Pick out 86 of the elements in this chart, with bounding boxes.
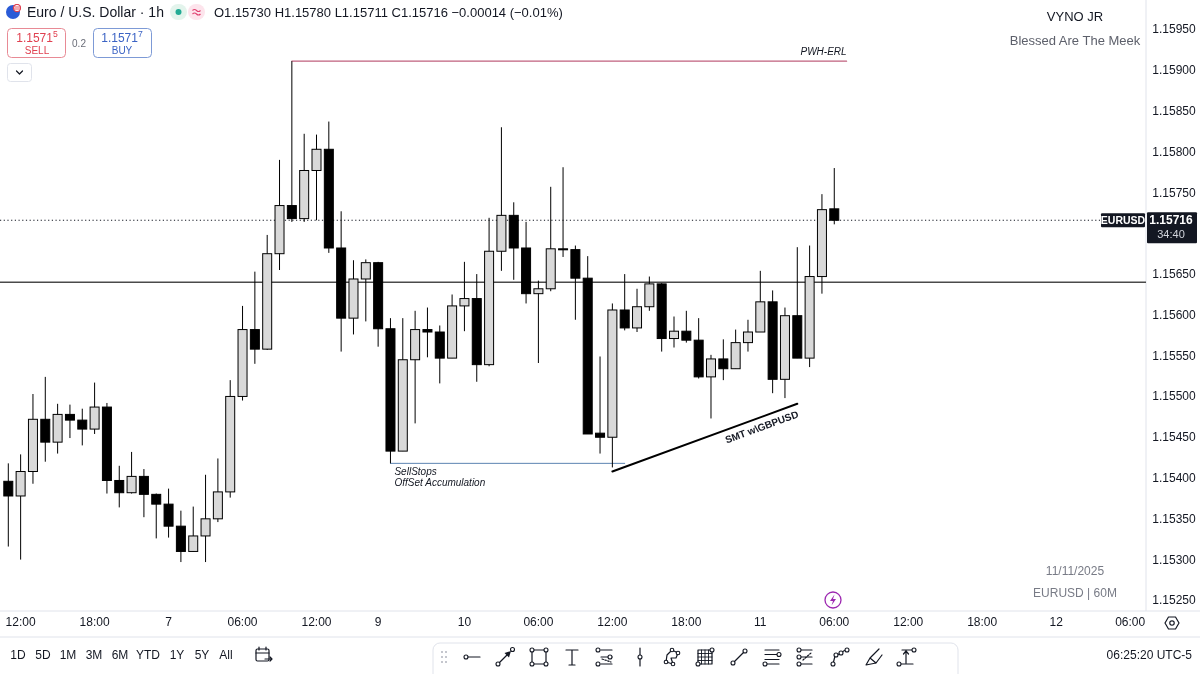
y-tick-label: 1.15350 <box>1152 511 1197 526</box>
x-tick-label: 10 <box>457 615 472 629</box>
y-tick-label: 1.15450 <box>1152 430 1197 445</box>
y-tick-label: 1.15600 <box>1152 307 1197 322</box>
y-tick-label: 1.15500 <box>1152 389 1197 404</box>
candlestick <box>632 288 643 333</box>
candlestick <box>77 408 88 446</box>
x-tick-label: 7 <box>165 615 173 629</box>
text: 1M <box>59 648 77 662</box>
text: 5Y <box>194 648 210 662</box>
candlestick <box>40 376 51 463</box>
candlestick <box>422 307 433 358</box>
candlestick <box>200 474 211 563</box>
annotation: EURUSD | 60M <box>1033 586 1117 600</box>
x-tick-label: 18:00 <box>79 615 110 629</box>
candlestick <box>188 506 199 552</box>
candlestick <box>829 167 840 225</box>
candlestick <box>138 468 149 518</box>
annotation: 1.1571$^{5}$ <box>16 29 58 45</box>
x-tick-label: 18:00 <box>967 615 998 629</box>
candlestick <box>151 493 162 539</box>
x-tick-label: 06:00 <box>819 615 850 629</box>
candlestick <box>3 462 14 548</box>
annotation: Blessed Are The Meek <box>1009 33 1141 48</box>
text: All <box>219 648 233 662</box>
candlestick <box>595 355 606 455</box>
x-tick-label: 12:00 <box>597 615 628 629</box>
annotation: 0.2 <box>72 38 87 49</box>
x-tick-label: 9 <box>374 615 382 629</box>
candlestick <box>311 134 322 221</box>
candlestick <box>619 273 630 331</box>
annotation: 11/11/2025 <box>1045 564 1105 578</box>
candlestick <box>360 258 371 322</box>
y-tick-label: 1.15900 <box>1152 63 1197 78</box>
x-tick-label: 06:00 <box>227 615 258 629</box>
candlestick <box>644 276 655 312</box>
annotation: O1.15730 H1.15780 L1.15711 C1.15716 −0.00014 (−0.01%) <box>213 4 563 20</box>
x-tick-label: 11 <box>754 615 767 629</box>
text: YTD <box>136 648 161 662</box>
candlestick <box>669 316 680 349</box>
text: 1.15716 <box>1149 213 1194 227</box>
y-tick-label: 1.15850 <box>1152 103 1197 118</box>
candlestick <box>681 310 692 344</box>
x-tick-label: 12:00 <box>5 615 36 629</box>
candlestick <box>558 166 569 258</box>
candlestick <box>64 404 75 439</box>
y-tick-label: 1.15800 <box>1152 144 1197 159</box>
text: 1D <box>10 648 26 662</box>
candlestick <box>114 465 125 508</box>
series-label: SellStops OffSet Accumulation <box>394 466 486 489</box>
x-tick-label: 06:00 <box>1115 615 1146 629</box>
annotation: 1.1571$^{7}$ <box>101 29 143 45</box>
candlestick <box>718 338 729 381</box>
ref-line-label: EURUSD <box>1100 214 1146 227</box>
candlestick <box>126 451 137 495</box>
annotation: SELL <box>24 45 50 56</box>
chart-title: Euro / U.S. Dollar · 1h <box>27 4 164 20</box>
text: 5D <box>35 648 51 662</box>
text: 3M <box>85 648 103 662</box>
candlestick <box>706 354 716 419</box>
annotation: BUY <box>111 45 133 56</box>
candlestick <box>459 261 470 332</box>
annotation: VYNO JR <box>1046 9 1104 24</box>
candlestick <box>286 60 297 223</box>
text: 6M <box>111 648 129 662</box>
y-tick-label: 1.15750 <box>1152 185 1197 200</box>
candlestick <box>163 488 174 539</box>
y-tick-label: 1.15650 <box>1152 267 1197 282</box>
x-tick-label: 12:00 <box>893 615 924 629</box>
series-label: PWH-ERL <box>800 46 847 58</box>
text: 34:40 <box>1157 228 1185 240</box>
candlestick <box>533 280 544 364</box>
text: 1Y <box>169 648 185 662</box>
y-tick-label: 1.15300 <box>1152 552 1197 567</box>
x-tick-label: 12:00 <box>301 615 332 629</box>
y-tick-label: 1.15550 <box>1152 348 1197 363</box>
x-tick-label: 06:00 <box>523 615 554 629</box>
candlestick <box>249 271 260 365</box>
x-tick-label: 12 <box>1049 615 1064 629</box>
y-tick-label: 1.15250 <box>1152 593 1197 608</box>
candlestick <box>742 319 753 353</box>
y-tick-label: 1.15950 <box>1152 22 1197 37</box>
y-tick-label: 1.15400 <box>1152 471 1197 486</box>
candlestick <box>89 382 100 435</box>
x-tick-label: 18:00 <box>671 615 702 629</box>
text: 06:25:20 UTC-5 <box>1106 648 1193 662</box>
